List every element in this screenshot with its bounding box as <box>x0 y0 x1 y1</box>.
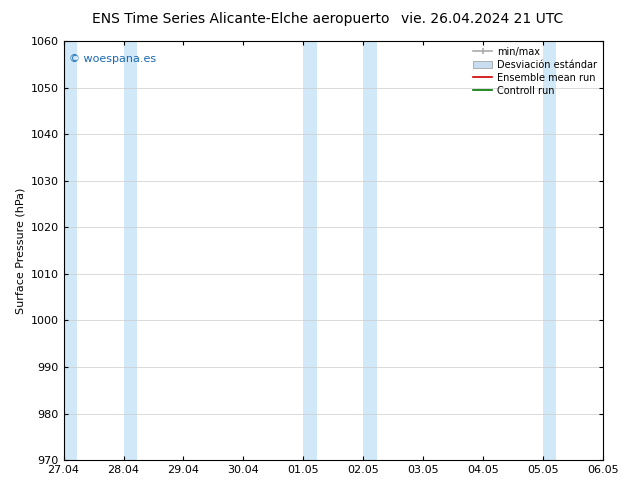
Bar <box>304 41 316 460</box>
Bar <box>543 41 557 460</box>
Legend: min/max, Desviación estándar, Ensemble mean run, Controll run: min/max, Desviación estándar, Ensemble m… <box>469 43 601 99</box>
Text: vie. 26.04.2024 21 UTC: vie. 26.04.2024 21 UTC <box>401 12 563 26</box>
Bar <box>63 41 77 460</box>
Bar <box>124 41 137 460</box>
Bar <box>363 41 377 460</box>
Text: © woespana.es: © woespana.es <box>69 53 156 64</box>
Y-axis label: Surface Pressure (hPa): Surface Pressure (hPa) <box>15 187 25 314</box>
Text: ENS Time Series Alicante-Elche aeropuerto: ENS Time Series Alicante-Elche aeropuert… <box>92 12 390 26</box>
